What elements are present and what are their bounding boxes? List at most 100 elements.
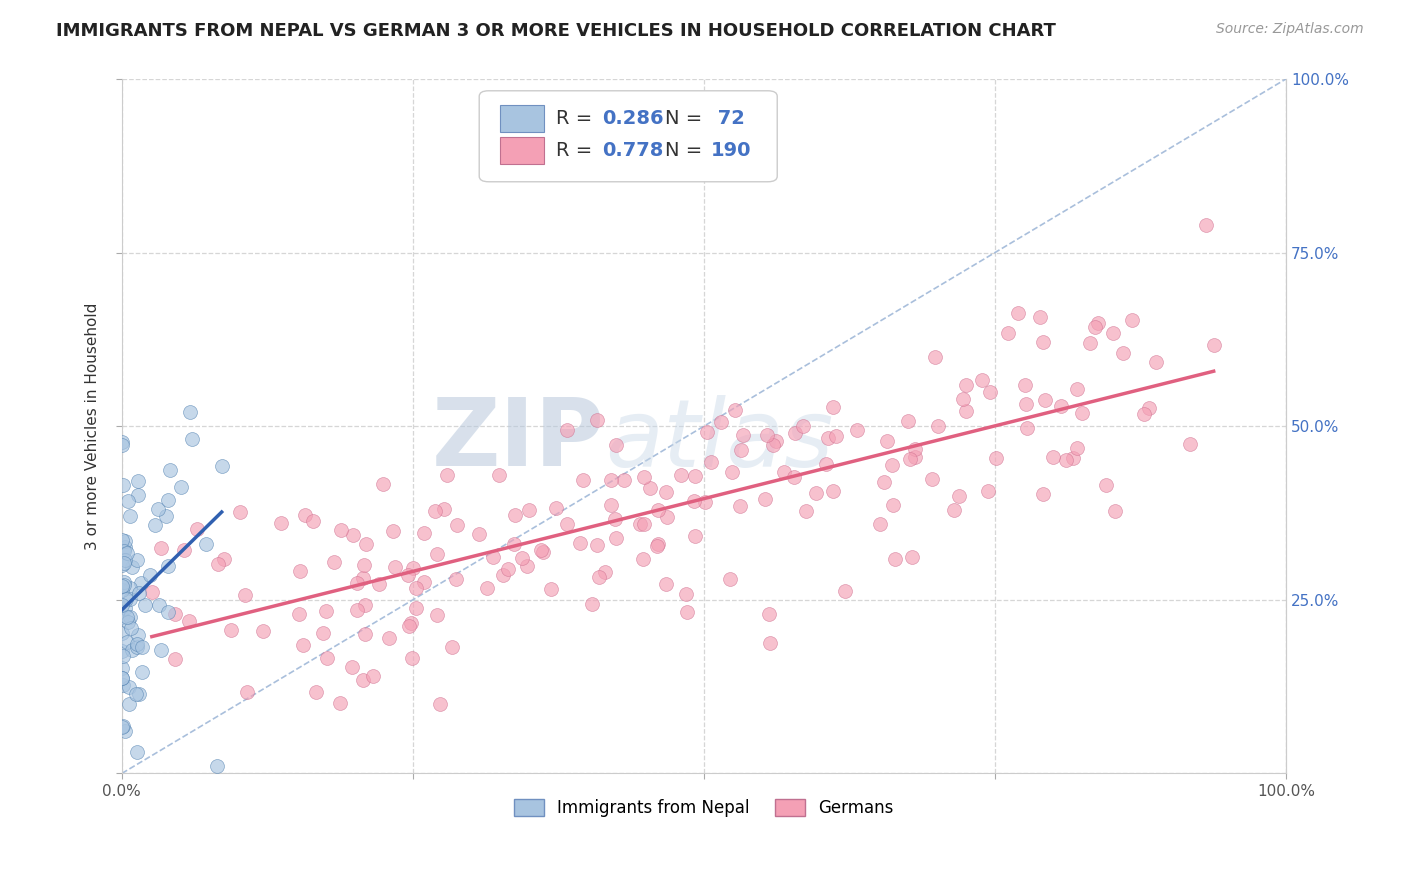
Point xyxy=(125,553,148,567)
Point xyxy=(1178,436,1201,450)
Point xyxy=(361,669,384,683)
Point xyxy=(1121,313,1143,327)
Point xyxy=(955,404,977,418)
Point xyxy=(205,759,228,773)
Point xyxy=(605,531,627,545)
Point xyxy=(1032,487,1054,501)
Point xyxy=(305,685,328,699)
Point xyxy=(498,562,520,576)
Point xyxy=(510,550,533,565)
Point xyxy=(127,745,149,759)
Point xyxy=(1080,336,1102,351)
Point xyxy=(111,649,134,664)
Point xyxy=(904,450,927,464)
Point xyxy=(270,516,292,531)
Point xyxy=(1007,306,1029,320)
Point xyxy=(654,577,676,591)
Point xyxy=(685,528,707,542)
Point xyxy=(1102,326,1125,341)
Point xyxy=(396,567,419,582)
Point xyxy=(112,578,135,592)
Point xyxy=(194,537,217,551)
Point xyxy=(873,475,896,490)
Text: Source: ZipAtlas.com: Source: ZipAtlas.com xyxy=(1216,22,1364,37)
Point xyxy=(118,680,141,694)
Point xyxy=(125,688,148,702)
Point xyxy=(125,640,148,654)
Point xyxy=(354,627,377,641)
Text: IMMIGRANTS FROM NEPAL VS GERMAN 3 OR MORE VEHICLES IN HOUSEHOLD CORRELATION CHAR: IMMIGRANTS FROM NEPAL VS GERMAN 3 OR MOR… xyxy=(56,22,1056,40)
Text: atlas: atlas xyxy=(605,394,834,485)
Point xyxy=(150,541,173,555)
Point xyxy=(724,403,747,417)
Point xyxy=(381,524,404,539)
Point xyxy=(898,452,921,467)
Point xyxy=(901,550,924,565)
Point xyxy=(444,572,467,586)
Point xyxy=(291,638,314,652)
Point xyxy=(488,468,510,483)
Point xyxy=(773,465,796,479)
Point xyxy=(669,468,692,483)
Point xyxy=(972,373,994,387)
Point xyxy=(804,486,827,500)
Point xyxy=(869,516,891,531)
Point xyxy=(588,570,610,584)
Point xyxy=(721,465,744,479)
Point xyxy=(170,480,193,494)
Text: R =: R = xyxy=(555,109,599,128)
Point xyxy=(352,673,374,687)
Point xyxy=(157,605,180,619)
Point xyxy=(675,587,697,601)
Point xyxy=(1095,477,1118,491)
Point xyxy=(1063,451,1085,466)
Point xyxy=(405,601,427,615)
Point xyxy=(569,535,592,549)
Point xyxy=(163,652,186,666)
Point xyxy=(1132,408,1154,422)
Point xyxy=(633,517,655,532)
Point xyxy=(111,598,134,612)
Point xyxy=(1104,504,1126,518)
Point xyxy=(783,470,806,484)
Point xyxy=(120,581,142,595)
Point xyxy=(371,476,394,491)
Point xyxy=(631,551,654,566)
Point xyxy=(758,607,780,621)
Point xyxy=(783,425,806,440)
Text: N =: N = xyxy=(665,109,709,128)
Point xyxy=(685,469,707,483)
FancyBboxPatch shape xyxy=(479,91,778,182)
Point xyxy=(433,502,456,516)
Point xyxy=(346,576,368,591)
Point xyxy=(114,601,136,615)
Point xyxy=(952,392,974,406)
Point xyxy=(342,528,364,542)
Point xyxy=(150,643,173,657)
Point xyxy=(1015,397,1038,411)
Point xyxy=(821,483,844,498)
Point xyxy=(112,544,135,558)
Point xyxy=(405,582,427,596)
Point xyxy=(112,574,135,589)
Point xyxy=(235,685,257,699)
Point xyxy=(585,413,607,427)
Point xyxy=(179,405,201,419)
Point xyxy=(540,582,562,596)
Point xyxy=(530,543,553,558)
Point xyxy=(834,583,856,598)
Point xyxy=(173,543,195,558)
Point xyxy=(252,624,274,638)
Point xyxy=(127,628,149,642)
Point xyxy=(655,510,678,524)
Point xyxy=(613,474,636,488)
Point xyxy=(179,614,201,628)
Point xyxy=(398,618,420,632)
Point xyxy=(399,615,422,630)
Point xyxy=(884,551,907,566)
Text: ZIP: ZIP xyxy=(432,394,605,486)
Point xyxy=(436,468,458,483)
Point xyxy=(111,625,134,640)
Point xyxy=(127,488,149,502)
Point xyxy=(531,544,554,558)
